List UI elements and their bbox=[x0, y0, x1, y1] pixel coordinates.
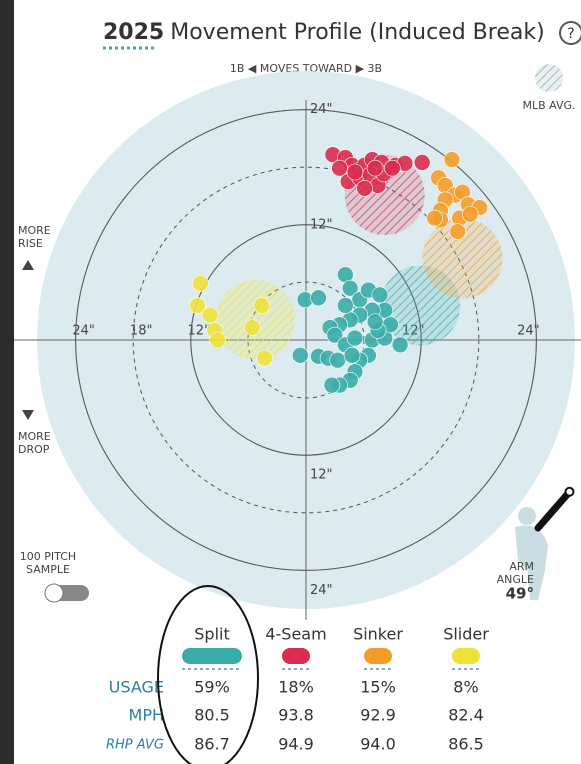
pitch-point bbox=[443, 151, 461, 168]
sample-toggle-knob[interactable] bbox=[44, 583, 64, 603]
pitch-point bbox=[331, 159, 348, 177]
pitch-point bbox=[341, 279, 359, 297]
pitch-point bbox=[243, 319, 261, 336]
pitch-name: 4-Seam bbox=[265, 625, 326, 644]
pitch-point bbox=[329, 351, 346, 369]
pitch-point bbox=[189, 297, 206, 314]
arm-angle-line bbox=[534, 488, 573, 532]
pitch-point bbox=[192, 275, 209, 292]
drop-label: MORE DROP bbox=[18, 430, 51, 456]
sample-label-line: SAMPLE bbox=[26, 563, 70, 576]
pitcher-silhouette bbox=[515, 507, 548, 600]
drop-label-line: MORE bbox=[18, 430, 51, 443]
row-label: RHP AVG bbox=[106, 738, 164, 753]
row-label: USAGE bbox=[109, 678, 164, 697]
cell: 8% bbox=[453, 678, 478, 697]
cell: 94.0 bbox=[360, 735, 396, 754]
chart-title: 2025 Movement Profile (Induced Break) bbox=[103, 20, 545, 45]
drop-arrow bbox=[22, 410, 34, 420]
rise-label-line: MORE bbox=[18, 224, 51, 237]
x-tick-label: 24" bbox=[72, 324, 95, 339]
pitch-point bbox=[426, 209, 443, 227]
cell: 80.5 bbox=[194, 706, 230, 725]
grid-ring bbox=[75, 109, 537, 571]
pitch-point bbox=[356, 180, 373, 197]
title-text: Movement Profile (Induced Break) bbox=[170, 20, 544, 45]
avg-legend-icon bbox=[535, 64, 563, 92]
pitch-point bbox=[346, 163, 364, 181]
pitch-pill bbox=[364, 648, 392, 664]
pitch-point bbox=[310, 289, 327, 307]
cell: 59% bbox=[194, 678, 230, 697]
drop-label-line: DROP bbox=[18, 443, 50, 456]
pitch-point bbox=[323, 376, 341, 394]
pitch-point bbox=[343, 347, 361, 364]
cell: 15% bbox=[360, 678, 396, 697]
arm-angle-end bbox=[564, 486, 575, 497]
pitch-point bbox=[253, 297, 271, 314]
help-icon[interactable] bbox=[559, 21, 581, 45]
highlight-circle bbox=[157, 585, 259, 764]
arm-angle-title-line: ANGLE bbox=[497, 573, 534, 586]
pitch-point bbox=[391, 336, 409, 354]
sample-label: 100 PITCH SAMPLE bbox=[20, 550, 76, 576]
pitch-name: Slider bbox=[443, 625, 489, 644]
pitch-point bbox=[337, 297, 354, 314]
x-tick-label: 12" bbox=[188, 324, 211, 339]
pitch-point bbox=[326, 326, 344, 344]
y-tick-label: 12" bbox=[310, 217, 333, 232]
arm-angle-title-line: ARM bbox=[509, 560, 534, 573]
grid-ring bbox=[132, 166, 480, 514]
pitch-point bbox=[449, 223, 466, 240]
pitch-point bbox=[346, 329, 364, 347]
pitch-name: Sinker bbox=[353, 625, 403, 644]
mlb-avg-area bbox=[422, 218, 503, 299]
help-icon-text[interactable]: ? bbox=[567, 26, 574, 42]
pitch-point bbox=[371, 286, 389, 304]
cell: 82.4 bbox=[448, 706, 484, 725]
cell: 94.9 bbox=[278, 735, 314, 754]
rise-arrow bbox=[22, 260, 34, 270]
rise-label: MORE RISE bbox=[18, 224, 51, 250]
pitch-point bbox=[366, 313, 384, 331]
rise-label-line: RISE bbox=[18, 237, 43, 250]
pitch-point bbox=[256, 349, 274, 367]
arm-angle-value: 49° bbox=[506, 585, 534, 603]
pitch-name: Split bbox=[194, 625, 229, 644]
pitch-point bbox=[413, 154, 431, 171]
sample-label-line: 100 PITCH bbox=[20, 550, 76, 563]
x-tick-label: 24" bbox=[517, 324, 540, 339]
row-label: MPH bbox=[129, 706, 164, 725]
avg-legend-label: MLB AVG. bbox=[522, 99, 575, 112]
cell: 93.8 bbox=[278, 706, 314, 725]
cell: 18% bbox=[278, 678, 314, 697]
y-tick-label: 24" bbox=[310, 583, 333, 598]
pitch-point bbox=[384, 159, 401, 177]
direction-label: 1B ◀ MOVES TOWARD ▶ 3B bbox=[230, 62, 382, 75]
cell: 86.5 bbox=[448, 735, 484, 754]
pitch-pill bbox=[282, 648, 310, 664]
pitch-point bbox=[291, 347, 309, 364]
pitch-point bbox=[201, 306, 219, 324]
cell: 86.7 bbox=[194, 735, 230, 754]
pitch-point bbox=[461, 205, 479, 223]
pitch-pill bbox=[182, 648, 242, 664]
y-tick-label: 12" bbox=[310, 468, 333, 483]
title-year: 2025 bbox=[103, 20, 164, 45]
y-tick-label: 24" bbox=[310, 102, 333, 117]
arm-angle-title: ARM ANGLE bbox=[497, 560, 534, 586]
cell: 92.9 bbox=[360, 706, 396, 725]
pitch-point bbox=[209, 331, 226, 349]
pitch-point bbox=[366, 159, 384, 177]
pitch-pill bbox=[452, 648, 480, 664]
x-tick-label: 18" bbox=[130, 324, 153, 339]
